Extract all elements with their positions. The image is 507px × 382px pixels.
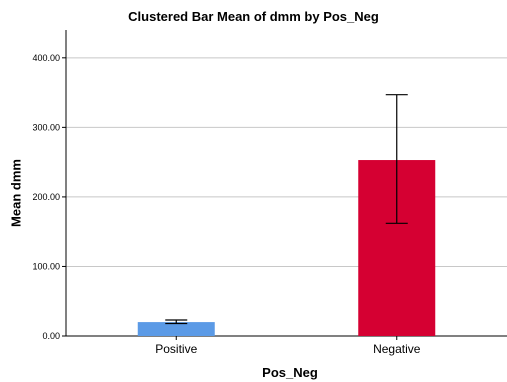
chart-title: Clustered Bar Mean of dmm by Pos_Neg <box>128 9 379 24</box>
y-tick-label: 400.00 <box>32 53 60 63</box>
y-tick-label: 0.00 <box>42 331 60 341</box>
x-tick-label: Negative <box>373 342 421 356</box>
y-tick-label: 300.00 <box>32 122 60 132</box>
y-tick-label: 100.00 <box>32 261 60 271</box>
bar-positive <box>137 322 215 336</box>
y-tick-label: 200.00 <box>32 192 60 202</box>
x-axis-label: Pos_Neg <box>262 365 318 380</box>
x-tick-label: Positive <box>155 342 197 356</box>
